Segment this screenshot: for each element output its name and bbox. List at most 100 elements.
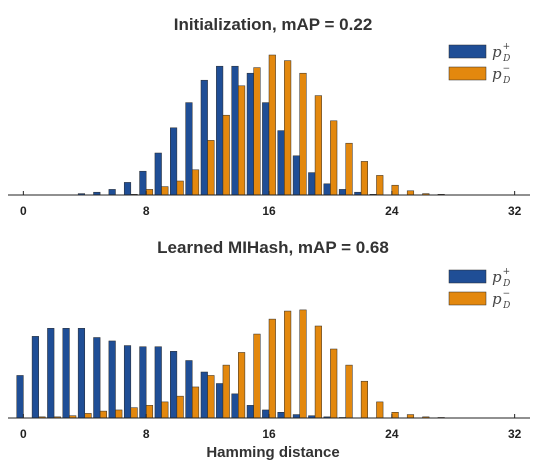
x-axis-label: Hamming distance bbox=[206, 444, 339, 461]
bar bbox=[176, 180, 184, 196]
x-tick-label: 24 bbox=[385, 204, 399, 218]
x-tick-label: 0 bbox=[20, 204, 27, 218]
bar bbox=[314, 95, 322, 196]
bar bbox=[185, 102, 193, 196]
bar bbox=[123, 182, 132, 196]
bar bbox=[376, 175, 384, 196]
bar bbox=[299, 309, 307, 419]
bar bbox=[77, 328, 86, 419]
bar bbox=[84, 413, 92, 419]
bar bbox=[292, 155, 300, 196]
bar bbox=[391, 412, 399, 419]
bar bbox=[284, 60, 292, 196]
series-positive bbox=[77, 65, 377, 196]
bar bbox=[376, 401, 384, 419]
bar bbox=[262, 102, 270, 196]
bar bbox=[216, 383, 224, 419]
legend-label: p+ D bbox=[492, 42, 510, 64]
legend-swatch bbox=[448, 66, 487, 81]
bar bbox=[330, 348, 338, 419]
bar bbox=[262, 409, 270, 419]
bar bbox=[222, 114, 230, 196]
x-tick-label: 32 bbox=[508, 427, 522, 441]
bar bbox=[145, 189, 154, 196]
bar bbox=[161, 186, 169, 196]
bar bbox=[299, 72, 307, 196]
bar bbox=[246, 72, 254, 196]
x-tick-label: 16 bbox=[262, 427, 276, 441]
bar bbox=[231, 393, 239, 419]
x-tick-label: 8 bbox=[143, 427, 150, 441]
bar bbox=[323, 183, 331, 196]
bar bbox=[238, 352, 246, 419]
legend-label: p− D bbox=[492, 64, 510, 86]
bar bbox=[108, 189, 116, 196]
bar bbox=[292, 414, 300, 419]
bar bbox=[360, 161, 368, 196]
bar bbox=[130, 407, 138, 419]
bar bbox=[170, 351, 178, 419]
x-tick-label: 16 bbox=[262, 204, 276, 218]
bar bbox=[216, 65, 224, 196]
bar bbox=[207, 375, 215, 419]
bar bbox=[406, 190, 415, 196]
bar bbox=[154, 152, 162, 196]
bar bbox=[345, 142, 353, 196]
chart-title: Learned MIHash, mAP = 0.68 bbox=[157, 238, 389, 257]
legend-swatch bbox=[448, 269, 487, 284]
bar bbox=[62, 328, 70, 419]
bar bbox=[185, 360, 193, 419]
bar bbox=[314, 325, 322, 419]
bar bbox=[253, 67, 261, 196]
bar bbox=[154, 346, 162, 419]
bar bbox=[268, 54, 276, 196]
bar bbox=[16, 375, 24, 419]
legend-label: p+ D bbox=[492, 267, 510, 289]
series-positive bbox=[16, 328, 347, 419]
bar bbox=[345, 364, 353, 419]
bar bbox=[277, 130, 285, 196]
bar bbox=[200, 79, 208, 196]
bar bbox=[123, 345, 132, 419]
bar bbox=[268, 318, 276, 419]
bar bbox=[170, 127, 178, 196]
bar bbox=[391, 184, 399, 196]
x-tick-label: 24 bbox=[385, 427, 399, 441]
bar bbox=[176, 395, 184, 419]
bar bbox=[31, 336, 39, 419]
bar bbox=[231, 65, 239, 196]
chart-panel-2: Learned MIHash, mAP = 0.68 0 8 16 24 32 Hammin… bbox=[8, 238, 530, 461]
chart-panel-1: Initialization, mAP = 0.22 0 8 16 24 32 p+ Dp− D bbox=[8, 15, 530, 218]
bar bbox=[238, 85, 246, 196]
legend: p+ Dp− D bbox=[448, 42, 510, 86]
series-negative bbox=[130, 54, 445, 196]
bar bbox=[406, 414, 415, 419]
bar bbox=[207, 140, 215, 196]
bar bbox=[222, 364, 230, 419]
bar bbox=[308, 172, 316, 196]
legend: p+ Dp− D bbox=[448, 267, 510, 311]
bar bbox=[139, 346, 147, 419]
bar bbox=[93, 337, 101, 419]
bar bbox=[161, 401, 169, 419]
chart-title: Initialization, mAP = 0.22 bbox=[174, 15, 373, 34]
legend-swatch bbox=[448, 44, 487, 59]
bar bbox=[108, 340, 116, 419]
bar bbox=[115, 409, 123, 419]
x-tick-label: 0 bbox=[20, 427, 27, 441]
bar bbox=[360, 380, 368, 419]
bar bbox=[200, 371, 208, 419]
bar bbox=[191, 169, 200, 196]
x-tick-label: 32 bbox=[508, 204, 522, 218]
bar bbox=[145, 405, 154, 419]
bar bbox=[330, 120, 338, 196]
bar bbox=[191, 386, 200, 419]
bar bbox=[277, 412, 285, 419]
legend-label: p− D bbox=[492, 289, 510, 311]
bar bbox=[99, 410, 107, 419]
bar bbox=[253, 333, 261, 419]
bar bbox=[338, 189, 347, 196]
legend-swatch bbox=[448, 291, 487, 306]
bar bbox=[139, 170, 147, 196]
